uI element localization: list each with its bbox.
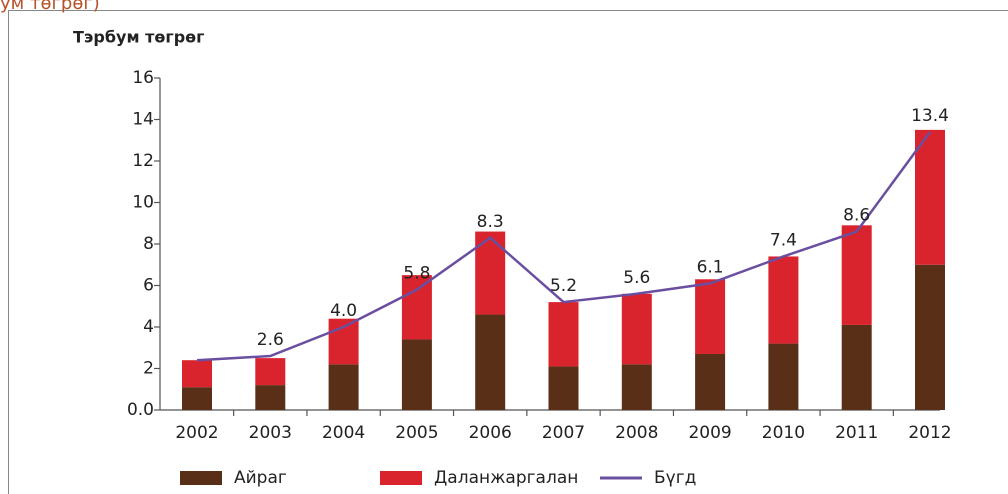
x-tick-label: 2009 <box>688 423 731 443</box>
legend-swatch <box>180 471 222 485</box>
data-label: 2.6 <box>257 330 284 350</box>
bar <box>841 324 872 410</box>
x-tick-label: 2006 <box>469 423 512 443</box>
bar <box>401 339 432 410</box>
x-tick-label: 2003 <box>249 423 292 443</box>
y-tick-label: 2 <box>143 359 154 379</box>
x-tick-label: 2004 <box>322 423 365 443</box>
bar <box>695 353 726 410</box>
data-label: 4.0 <box>330 301 357 321</box>
x-tick-label: 2011 <box>835 423 878 443</box>
x-tick-label: 2010 <box>762 423 805 443</box>
bar <box>182 360 212 388</box>
bar <box>548 366 579 410</box>
x-tick-label: 2012 <box>908 423 951 443</box>
bar <box>621 364 652 410</box>
bar <box>841 225 872 325</box>
data-label: 7.4 <box>770 230 797 250</box>
bar <box>695 279 726 354</box>
frame <box>8 10 1008 494</box>
x-tick-label: 2007 <box>542 423 585 443</box>
data-label: 13.4 <box>911 106 949 126</box>
y-tick-label: 8 <box>143 234 154 254</box>
y-axis-label: Тэрбум төгрөг <box>73 28 205 47</box>
y-tick-label: 10 <box>132 193 154 213</box>
x-tick-label: 2005 <box>395 423 438 443</box>
x-tick-label: 2002 <box>175 423 218 443</box>
legend-label: Бүгд <box>654 468 696 488</box>
y-tick-label: 12 <box>132 151 154 171</box>
bar <box>548 302 579 367</box>
bar <box>768 256 799 344</box>
bar <box>768 343 799 410</box>
caption: ум төгрөг) <box>0 0 100 14</box>
data-label: 5.2 <box>550 276 577 296</box>
y-tick-label: 0.0 <box>127 400 154 420</box>
x-tick-label: 2008 <box>615 423 658 443</box>
data-label: 5.6 <box>623 268 650 288</box>
legend-label: Даланжаргалан <box>434 468 578 488</box>
bar <box>915 264 945 410</box>
bar <box>255 385 286 410</box>
bar <box>915 129 945 265</box>
bar <box>475 314 506 410</box>
legend-swatch <box>380 471 422 485</box>
y-tick-label: 6 <box>143 276 154 296</box>
legend-label: Айраг <box>234 468 287 488</box>
bar <box>182 387 212 410</box>
y-tick-label: 14 <box>132 110 154 130</box>
data-label: 6.1 <box>697 257 724 277</box>
data-label: 5.8 <box>403 264 430 284</box>
data-label: 8.3 <box>477 212 504 232</box>
y-tick-label: 4 <box>143 317 154 337</box>
data-label: 8.6 <box>843 206 870 226</box>
bar <box>401 275 432 340</box>
bar <box>328 364 359 410</box>
bar <box>255 358 286 386</box>
line <box>196 131 932 362</box>
y-tick-label: 16 <box>132 68 154 88</box>
bar <box>621 293 652 365</box>
bar <box>328 318 359 365</box>
